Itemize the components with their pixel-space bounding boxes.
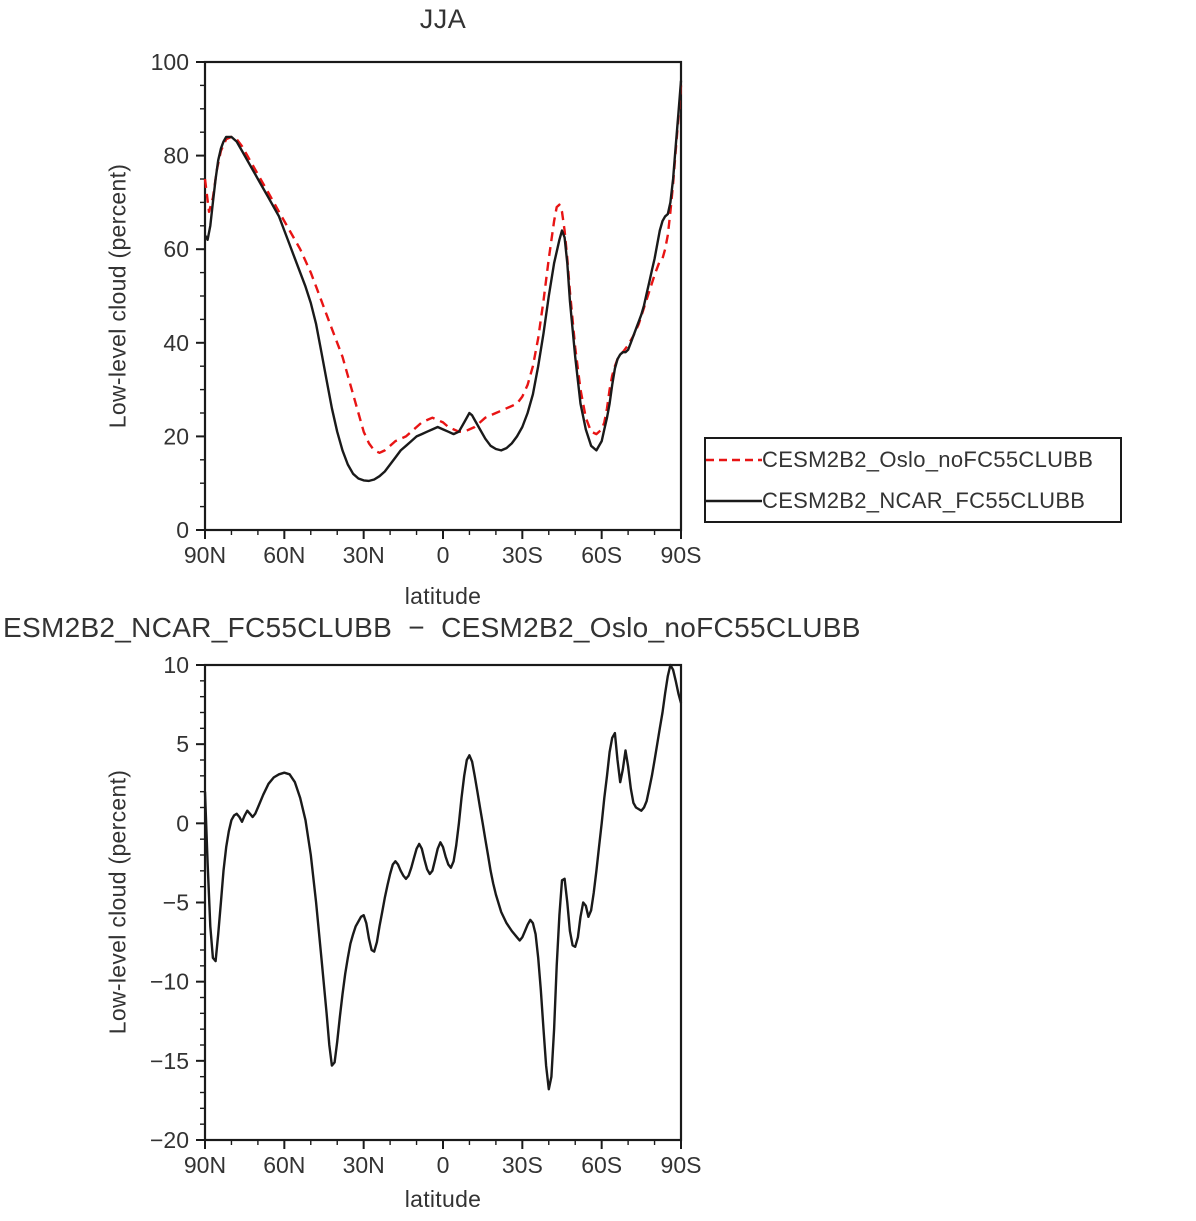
solid-line-sample-icon	[706, 499, 762, 502]
bottom-chart-title: ESM2B2_NCAR_FC55CLUBB − CESM2B2_Oslo_noF…	[3, 612, 861, 643]
x-tick-label: 60N	[263, 542, 305, 568]
y-tick-label: −5	[163, 890, 189, 916]
x-tick-label: 0	[437, 542, 450, 568]
y-tick-label: 0	[176, 517, 189, 543]
y-tick-label: 0	[176, 810, 189, 836]
y-tick-label: −15	[150, 1048, 189, 1074]
legend-item: CESM2B2_Oslo_noFC55CLUBB	[706, 440, 1120, 480]
x-tick-label: 60N	[263, 1152, 305, 1178]
bottom-y-axis-label: Low-level cloud (percent)	[104, 769, 131, 1035]
plot-frame	[203, 60, 683, 532]
legend-item-label: CESM2B2_NCAR_FC55CLUBB	[762, 487, 1086, 513]
y-tick-label: −10	[150, 969, 189, 995]
dashed-line-sample-icon	[706, 458, 762, 461]
top-chart-title: JJA	[419, 4, 467, 34]
x-tick-label: 90S	[661, 1152, 702, 1178]
legend-item-label: CESM2B2_Oslo_noFC55CLUBB	[762, 446, 1094, 472]
x-tick-label: 30N	[343, 542, 385, 568]
x-tick-label: 30S	[502, 542, 543, 568]
y-tick-label: 60	[163, 236, 189, 262]
x-tick-label: 60S	[581, 542, 622, 568]
bottom-chart: 90N 60N 30N 0 30S 60S 90S −20 −15 −10 −5 0 5 10	[150, 652, 701, 1178]
y-tick-label: 40	[163, 330, 189, 356]
top-x-axis-label: latitude	[404, 583, 482, 609]
x-tick-label: 30N	[343, 1152, 385, 1178]
series-CESM2B2_NCAR_FC55CLUBB	[203, 80, 683, 483]
top-y-axis-label: Low-level cloud (percent)	[104, 163, 131, 429]
x-tick-label: 30S	[502, 1152, 543, 1178]
x-tick-label: 0	[437, 1152, 450, 1178]
legend: CESM2B2_Oslo_noFC55CLUBB CESM2B2_NCAR_FC…	[704, 437, 1122, 523]
y-tick-label: 5	[176, 731, 189, 757]
bottom-x-axis-label: latitude	[404, 1186, 482, 1212]
x-tick-label: 90N	[184, 1152, 226, 1178]
y-tick-label: 10	[163, 652, 189, 678]
legend-item: CESM2B2_NCAR_FC55CLUBB	[706, 481, 1120, 521]
plot-frame	[203, 663, 683, 1142]
series-CESM2B2_Oslo_noFC55CLUBB	[203, 85, 683, 454]
y-tick-label: 20	[163, 423, 189, 449]
y-tick-label: 80	[163, 143, 189, 169]
x-tick-label: 90S	[661, 542, 702, 568]
y-tick-label: 100	[151, 49, 189, 75]
series-difference-line	[203, 663, 683, 1091]
top-chart: 90N 60N 30N 0 30S 60S 90S 0 20 40 60 80 100	[151, 49, 702, 568]
x-tick-label: 60S	[581, 1152, 622, 1178]
y-tick-label: −20	[150, 1127, 189, 1153]
x-tick-label: 90N	[184, 542, 226, 568]
